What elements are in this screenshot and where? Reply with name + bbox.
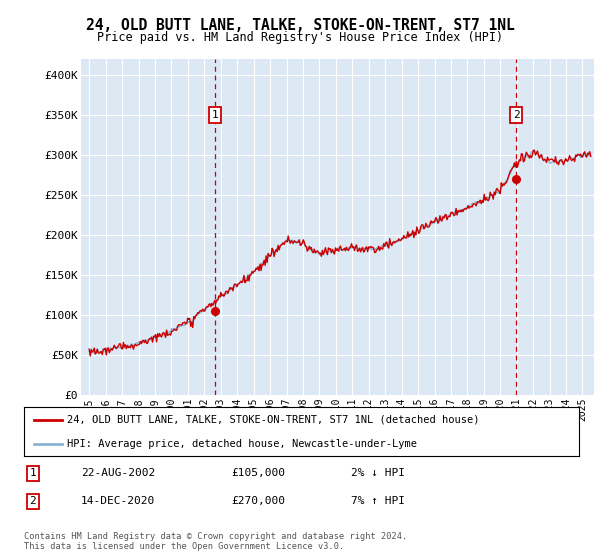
Text: 2: 2 [29, 496, 37, 506]
Text: Price paid vs. HM Land Registry's House Price Index (HPI): Price paid vs. HM Land Registry's House … [97, 31, 503, 44]
Text: 7% ↑ HPI: 7% ↑ HPI [351, 496, 405, 506]
Text: £105,000: £105,000 [231, 468, 285, 478]
Text: Contains HM Land Registry data © Crown copyright and database right 2024.
This d: Contains HM Land Registry data © Crown c… [24, 532, 407, 552]
Text: 2: 2 [512, 110, 520, 120]
Text: 14-DEC-2020: 14-DEC-2020 [81, 496, 155, 506]
Text: 1: 1 [29, 468, 37, 478]
Text: HPI: Average price, detached house, Newcastle-under-Lyme: HPI: Average price, detached house, Newc… [67, 438, 417, 449]
Text: 22-AUG-2002: 22-AUG-2002 [81, 468, 155, 478]
Text: 1: 1 [211, 110, 218, 120]
Text: 24, OLD BUTT LANE, TALKE, STOKE-ON-TRENT, ST7 1NL: 24, OLD BUTT LANE, TALKE, STOKE-ON-TRENT… [86, 18, 514, 33]
Text: 2% ↓ HPI: 2% ↓ HPI [351, 468, 405, 478]
Text: 24, OLD BUTT LANE, TALKE, STOKE-ON-TRENT, ST7 1NL (detached house): 24, OLD BUTT LANE, TALKE, STOKE-ON-TRENT… [67, 415, 480, 425]
Text: £270,000: £270,000 [231, 496, 285, 506]
